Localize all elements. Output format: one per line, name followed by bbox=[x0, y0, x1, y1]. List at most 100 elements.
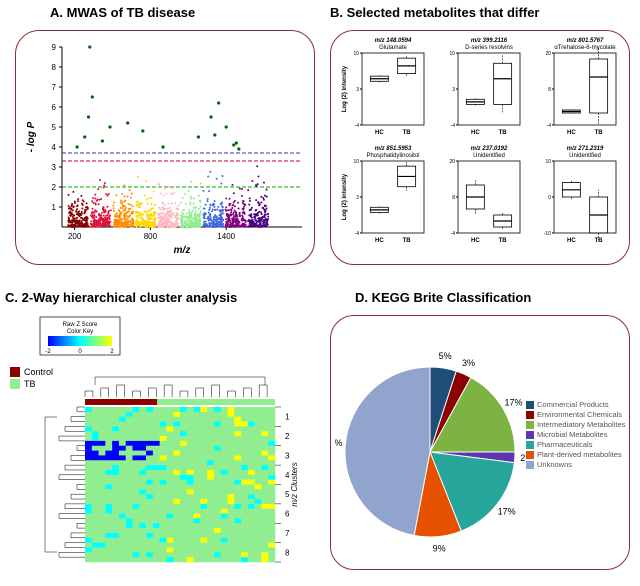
svg-text:Raw Z Score: Raw Z Score bbox=[63, 322, 98, 328]
panel-c-title: C. 2-Way hierarchical cluster analysis bbox=[5, 290, 320, 305]
svg-text:m/z: m/z bbox=[174, 245, 191, 256]
svg-text:10: 10 bbox=[353, 159, 359, 165]
svg-text:7: 7 bbox=[52, 83, 57, 92]
svg-text:m/z 237.0192: m/z 237.0192 bbox=[471, 146, 508, 152]
legend-item: Commercial Products bbox=[526, 400, 626, 409]
panel-c: C. 2-Way hierarchical cluster analysis R… bbox=[0, 290, 320, 580]
svg-text:5%: 5% bbox=[439, 351, 452, 361]
svg-text:TB: TB bbox=[499, 238, 508, 244]
panel-a-title: A. MWAS of TB disease bbox=[50, 5, 320, 20]
panel-b-title: B. Selected metabolites that differ bbox=[330, 5, 635, 20]
svg-text:17%: 17% bbox=[504, 398, 522, 408]
svg-text:Glutamate: Glutamate bbox=[379, 45, 407, 51]
svg-text:m/z 148.0594: m/z 148.0594 bbox=[375, 38, 412, 44]
svg-text:TB: TB bbox=[403, 130, 412, 136]
svg-text:9%: 9% bbox=[433, 544, 446, 554]
svg-text:HC: HC bbox=[471, 238, 480, 244]
svg-text:7: 7 bbox=[285, 529, 290, 538]
svg-text:TB: TB bbox=[499, 130, 508, 136]
svg-text:TB: TB bbox=[403, 238, 412, 244]
svg-text:-4: -4 bbox=[451, 123, 456, 129]
svg-text:800: 800 bbox=[144, 232, 158, 241]
svg-text:47%: 47% bbox=[335, 438, 342, 448]
svg-text:10: 10 bbox=[353, 51, 359, 57]
svg-text:m/z Clusters: m/z Clusters bbox=[290, 462, 299, 506]
svg-text:1: 1 bbox=[285, 413, 290, 422]
svg-text:4: 4 bbox=[52, 143, 57, 152]
svg-text:3: 3 bbox=[285, 451, 290, 460]
svg-text:Phosphatidylinositol: Phosphatidylinositol bbox=[366, 153, 419, 159]
svg-text:3: 3 bbox=[52, 163, 57, 172]
panel-a: A. MWAS of TB disease 123456789200800140… bbox=[10, 5, 320, 275]
svg-text:8: 8 bbox=[52, 63, 57, 72]
svg-text:-4: -4 bbox=[355, 231, 360, 237]
svg-text:Unidentified: Unidentified bbox=[473, 153, 505, 159]
svg-text:HC: HC bbox=[471, 130, 480, 136]
svg-text:HC: HC bbox=[375, 238, 384, 244]
svg-text:10: 10 bbox=[449, 51, 455, 57]
svg-text:HC: HC bbox=[375, 130, 384, 136]
mwas-scatter-plot: 1234567892008001400m/z- log P bbox=[22, 37, 312, 257]
svg-text:Color Key: Color Key bbox=[67, 329, 93, 335]
svg-text:Log (2) intensity: Log (2) intensity bbox=[342, 173, 348, 220]
svg-text:2: 2 bbox=[110, 349, 114, 355]
boxplot-5: m/z 271.2319Unidentified -10 0 10 HC TB bbox=[530, 143, 626, 251]
svg-text:20: 20 bbox=[449, 159, 455, 165]
svg-text:HC: HC bbox=[567, 130, 576, 136]
svg-text:2: 2 bbox=[285, 432, 290, 441]
boxplot-4: m/z 237.0192Unidentified -4 8 20 HC TB bbox=[434, 143, 530, 251]
svg-text:1400: 1400 bbox=[217, 232, 235, 241]
svg-text:2: 2 bbox=[52, 183, 57, 192]
svg-text:8: 8 bbox=[285, 548, 290, 557]
svg-text:TB: TB bbox=[24, 379, 36, 389]
svg-text:Log (2) intensity: Log (2) intensity bbox=[342, 65, 348, 112]
svg-text:3%: 3% bbox=[462, 358, 475, 368]
svg-text:8: 8 bbox=[452, 195, 455, 201]
boxplot-grid: m/z 148.0594Glutamate -4 3 10 Log (2) intens… bbox=[338, 35, 626, 257]
svg-text:-4: -4 bbox=[355, 123, 360, 129]
svg-text:D-series resolvins: D-series resolvins bbox=[465, 45, 513, 51]
legend-item: Plant-derived metabolites bbox=[526, 450, 626, 459]
pie-legend: Commercial ProductsEnvironmental Chemica… bbox=[526, 400, 626, 470]
svg-text:3: 3 bbox=[356, 195, 359, 201]
svg-text:- log P: - log P bbox=[26, 121, 37, 152]
svg-text:5: 5 bbox=[52, 123, 57, 132]
svg-text:6: 6 bbox=[285, 510, 290, 519]
svg-text:10: 10 bbox=[545, 159, 551, 165]
svg-text:-4: -4 bbox=[451, 231, 456, 237]
svg-text:Unidentified: Unidentified bbox=[569, 153, 601, 159]
svg-text:3: 3 bbox=[452, 87, 455, 93]
legend-item: Microbial Metabolites bbox=[526, 430, 626, 439]
svg-text:8: 8 bbox=[548, 87, 551, 93]
svg-text:m/z 399.2116: m/z 399.2116 bbox=[471, 38, 508, 44]
boxplot-1: m/z 399.2116D-series resolvins -4 3 10 HC TB bbox=[434, 35, 530, 143]
svg-text:TB: TB bbox=[595, 130, 604, 136]
svg-text:9: 9 bbox=[52, 43, 57, 52]
svg-text:m/z 801.5767: m/z 801.5767 bbox=[567, 38, 604, 44]
svg-text:200: 200 bbox=[68, 232, 82, 241]
svg-text:17%: 17% bbox=[498, 506, 516, 516]
boxplot-2: m/z 801.5767αTrehalose-6-mycolate-4820HC… bbox=[530, 35, 626, 143]
svg-text:1: 1 bbox=[52, 203, 57, 212]
svg-text:0: 0 bbox=[78, 349, 82, 355]
legend-item: Environmental Chemicals bbox=[526, 410, 626, 419]
legend-item: Unknowns bbox=[526, 460, 626, 469]
svg-text:TB: TB bbox=[595, 238, 604, 244]
svg-text:2%: 2% bbox=[520, 453, 525, 463]
panel-b: B. Selected metabolites that differ m/z … bbox=[330, 5, 635, 275]
svg-text:αTrehalose-6-mycolate: αTrehalose-6-mycolate bbox=[554, 45, 616, 51]
pie-chart: 5% 3% 17% 2% 17% 9% 47% bbox=[335, 322, 525, 567]
panel-d-title: D. KEGG Brite Classification bbox=[355, 290, 635, 305]
svg-text:HC: HC bbox=[567, 238, 576, 244]
legend-item: Intermediatory Metabolites bbox=[526, 420, 626, 429]
svg-text:-10: -10 bbox=[544, 231, 551, 237]
svg-text:-2: -2 bbox=[45, 349, 51, 355]
legend-item: Pharmaceuticals bbox=[526, 440, 626, 449]
svg-text:0: 0 bbox=[548, 195, 551, 201]
svg-text:20: 20 bbox=[545, 51, 551, 57]
panel-d: D. KEGG Brite Classification 5% 3% 17% 2% 17… bbox=[330, 290, 635, 580]
svg-text:m/z 851.5953: m/z 851.5953 bbox=[375, 146, 412, 152]
svg-text:3: 3 bbox=[356, 87, 359, 93]
heatmap-cluster: Raw Z ScoreColor Key -202ControlTB123456… bbox=[0, 312, 320, 577]
svg-text:m/z 271.2319: m/z 271.2319 bbox=[567, 146, 604, 152]
